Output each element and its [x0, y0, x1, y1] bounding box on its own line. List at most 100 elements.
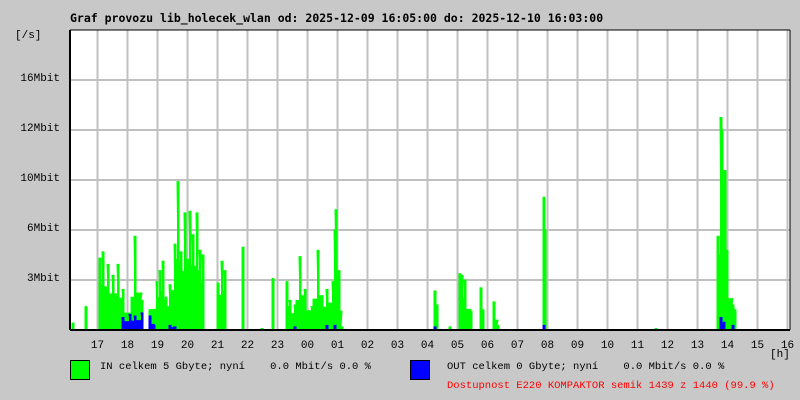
series-in-point	[317, 250, 319, 330]
series-in-point	[107, 264, 109, 330]
x-tick-label: 11	[630, 340, 645, 352]
series-in-point	[196, 212, 198, 330]
y-tick-label: 3Mbit	[26, 273, 60, 285]
series-in-point	[732, 305, 734, 330]
series-in-point	[169, 284, 171, 330]
chart-title: Graf provozu lib_holecek_wlan od: 2025-1…	[70, 11, 604, 25]
series-in-point	[224, 270, 226, 330]
series-in-point	[341, 326, 343, 330]
series-out-point	[294, 326, 296, 330]
x-tick-label: 22	[240, 340, 255, 352]
series-out-point	[334, 325, 336, 330]
x-tick-label: 07	[510, 340, 525, 352]
series-in-point	[434, 290, 436, 330]
series-in-point	[464, 280, 466, 330]
series-in-point	[117, 264, 119, 330]
x-tick-label: 12	[660, 340, 675, 352]
series-in-point	[470, 311, 472, 330]
availability-text: Dostupnost E220 KOMPAKTOR semik 1439 z 1…	[447, 380, 775, 392]
series-in-point	[734, 309, 736, 330]
x-tick-label: 03	[390, 340, 405, 352]
x-tick-label: 16	[780, 340, 795, 352]
y-axis-unit: [/s]	[15, 30, 42, 42]
series-in-point	[335, 209, 337, 330]
legend-out-swatch	[410, 360, 430, 380]
series-in-point	[480, 287, 482, 330]
series-out-point	[434, 326, 436, 330]
series-in-point	[174, 244, 176, 330]
legend-out-text: OUT celkem 0 Gbyte; nyní 0.0 Mbit/s 0.0 …	[447, 361, 725, 373]
x-tick-label: 23	[270, 340, 285, 352]
series-out-point	[153, 325, 155, 330]
series-in-point	[159, 270, 161, 330]
series-out-point	[723, 322, 725, 330]
series-in-point	[304, 289, 306, 330]
legend-in-swatch	[70, 360, 90, 380]
series-out-point	[134, 315, 136, 330]
series-in-point	[299, 256, 301, 330]
series-out-point	[543, 325, 545, 330]
x-tick-label: 09	[570, 340, 585, 352]
series-in-point	[493, 301, 495, 330]
y-tick-label: 6Mbit	[26, 223, 60, 235]
series-in-point	[726, 250, 728, 330]
y-tick-label: 12Mbit	[20, 123, 60, 135]
series-in-point	[199, 250, 201, 330]
series-out-point	[720, 317, 722, 330]
series-in-point	[102, 251, 104, 330]
series-in-point	[180, 251, 182, 330]
series-out-point	[149, 315, 151, 330]
series-in-point	[311, 306, 313, 330]
series-in-point	[326, 289, 328, 330]
series-out-point	[129, 314, 131, 330]
series-in-point	[177, 181, 179, 330]
series-in-point	[202, 255, 204, 330]
series-in-point	[134, 236, 136, 330]
x-tick-label: 18	[120, 340, 135, 352]
x-tick-label: 13	[690, 340, 705, 352]
series-in-point	[156, 281, 158, 330]
x-tick-label: 00	[300, 340, 315, 352]
series-in-point	[122, 289, 124, 330]
series-out-point	[326, 325, 328, 330]
series-in-point	[85, 306, 87, 330]
x-tick-label: 02	[360, 340, 375, 352]
series-in-point	[162, 261, 164, 330]
series-in-point	[217, 283, 219, 330]
series-in-point	[242, 247, 244, 330]
x-axis-unit: [h]	[770, 349, 790, 361]
series-in-point	[72, 322, 74, 330]
series-in-point	[99, 258, 101, 330]
x-tick-label: 01	[330, 340, 345, 352]
x-tick-label: 08	[540, 340, 555, 352]
series-in-point	[724, 170, 726, 330]
x-tick-label: 04	[420, 340, 435, 352]
x-tick-label: 15	[750, 340, 765, 352]
series-in-point	[497, 325, 499, 330]
x-tick-label: 05	[450, 340, 465, 352]
x-tick-label: 10	[600, 340, 615, 352]
series-in-point	[459, 273, 461, 330]
series-in-point	[482, 309, 484, 330]
series-in-point	[184, 212, 186, 330]
x-tick-label: 19	[150, 340, 165, 352]
series-in-point	[286, 281, 288, 330]
series-in-point	[332, 281, 334, 330]
series-in-point	[294, 305, 296, 330]
y-tick-label: 10Mbit	[20, 173, 60, 185]
series-out-point	[122, 317, 124, 330]
series-in-point	[221, 261, 223, 330]
series-in-point	[272, 278, 274, 330]
x-tick-label: 20	[180, 340, 195, 352]
series-in-point	[289, 300, 291, 330]
legend-in-text: IN celkem 5 Gbyte; nyní 0.0 Mbit/s 0.0 %	[100, 361, 371, 373]
series-out-point	[169, 325, 171, 330]
series-in-point	[192, 234, 194, 330]
series-in-point	[721, 130, 723, 330]
series-in-point	[461, 275, 463, 330]
series-in-point	[165, 297, 167, 330]
x-tick-label: 17	[90, 340, 105, 352]
series-out-point	[141, 312, 143, 330]
series-in-point	[544, 230, 546, 330]
